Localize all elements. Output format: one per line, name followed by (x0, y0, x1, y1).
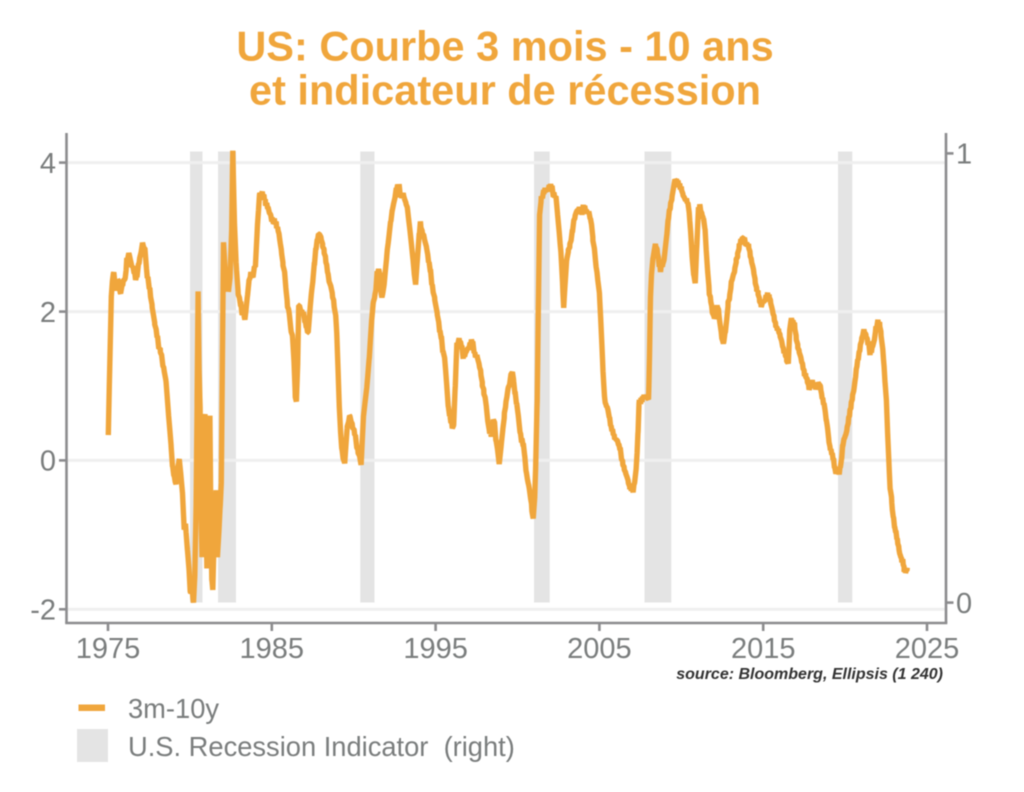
svg-text:et indicateur de récession: et indicateur de récession (249, 67, 761, 114)
svg-text:1: 1 (956, 139, 972, 171)
svg-text:US: Courbe 3 mois - 10 ans: US: Courbe 3 mois - 10 ans (236, 23, 773, 70)
svg-text:-2: -2 (30, 595, 56, 627)
svg-text:2005: 2005 (567, 633, 632, 665)
svg-text:source: Bloomberg, Ellipsis (1: source: Bloomberg, Ellipsis (1 240) (676, 666, 943, 683)
svg-text:2025: 2025 (895, 633, 960, 665)
svg-text:0: 0 (956, 588, 972, 620)
svg-text:4: 4 (40, 148, 56, 180)
svg-text:1995: 1995 (403, 633, 468, 665)
svg-text:U.S. Recession Indicator (rig: U.S. Recession Indicator (right) (128, 731, 515, 762)
svg-text:2: 2 (40, 297, 56, 329)
svg-text:1975: 1975 (76, 633, 141, 665)
svg-text:1985: 1985 (240, 633, 305, 665)
svg-text:3m-10y: 3m-10y (128, 693, 219, 724)
svg-text:2015: 2015 (731, 633, 796, 665)
svg-text:0: 0 (40, 446, 56, 478)
